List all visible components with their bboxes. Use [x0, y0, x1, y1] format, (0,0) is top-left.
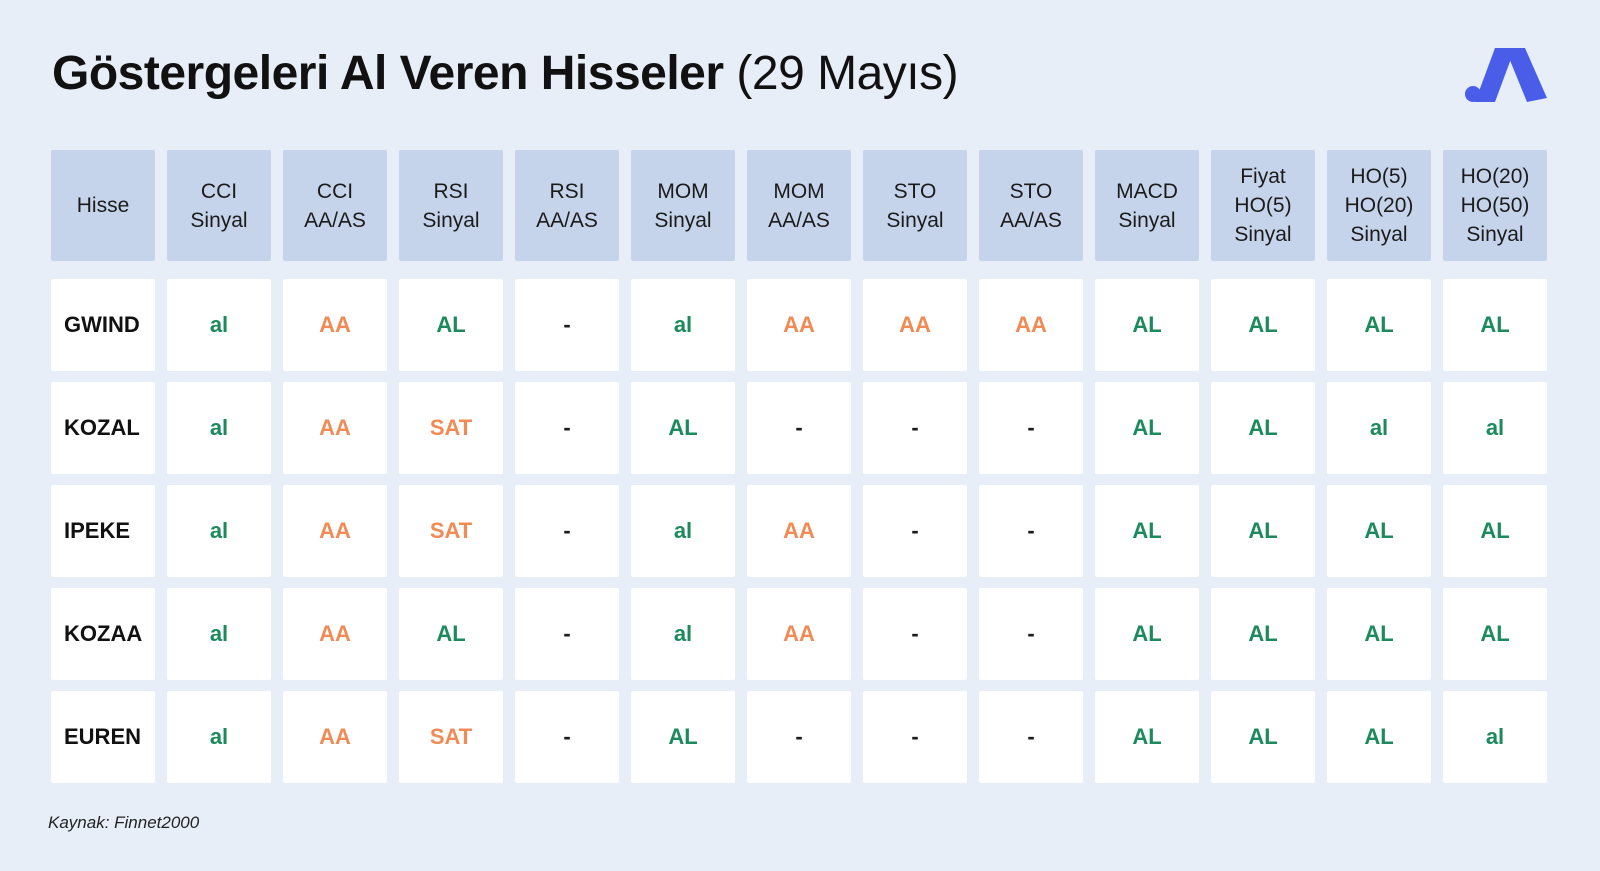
- signal-cell: AL: [1443, 485, 1547, 577]
- signal-cell: al: [167, 588, 271, 680]
- header-cell: Hisse: [51, 150, 155, 261]
- signal-cell: -: [979, 382, 1083, 474]
- signal-cell: AL: [399, 279, 503, 371]
- signal-cell: -: [515, 279, 619, 371]
- header-cell: HO(20) HO(50) Sinyal: [1443, 150, 1547, 261]
- indicator-table: Hisse CCI Sinyal CCI AA/AS RSI Sinyal RSI AA…: [51, 150, 1547, 794]
- header-cell: RSI Sinyal: [399, 150, 503, 261]
- signal-cell: -: [515, 588, 619, 680]
- signal-cell: -: [747, 691, 851, 783]
- header-cell: CCI AA/AS: [283, 150, 387, 261]
- header-cell: STO Sinyal: [863, 150, 967, 261]
- signal-cell: AL: [1327, 691, 1431, 783]
- header-cell: Fiyat HO(5) Sinyal: [1211, 150, 1315, 261]
- signal-cell: al: [631, 485, 735, 577]
- header-cell: MOM AA/AS: [747, 150, 851, 261]
- signal-cell: -: [863, 588, 967, 680]
- signal-cell: AA: [747, 485, 851, 577]
- signal-cell: AL: [1211, 485, 1315, 577]
- signal-cell: AA: [863, 279, 967, 371]
- source-note: Kaynak: Finnet2000: [48, 813, 200, 832]
- signal-cell: AL: [1211, 279, 1315, 371]
- signal-cell: AL: [1327, 279, 1431, 371]
- header-cell: HO(5) HO(20) Sinyal: [1327, 150, 1431, 261]
- signal-cell: AA: [283, 691, 387, 783]
- header-cell: MOM Sinyal: [631, 150, 735, 261]
- header-cell: STO AA/AS: [979, 150, 1083, 261]
- signal-cell: -: [747, 382, 851, 474]
- header-cell: RSI AA/AS: [515, 150, 619, 261]
- signal-cell: SAT: [399, 382, 503, 474]
- signal-cell: al: [167, 382, 271, 474]
- signal-cell: SAT: [399, 485, 503, 577]
- signal-cell: AL: [1095, 279, 1199, 371]
- signal-cell: -: [979, 588, 1083, 680]
- stock-name: KOZAA: [51, 588, 155, 680]
- signal-cell: al: [167, 485, 271, 577]
- signal-cell: AL: [1095, 382, 1199, 474]
- signal-cell: AA: [283, 588, 387, 680]
- signal-cell: AL: [631, 691, 735, 783]
- signal-cell: al: [1327, 382, 1431, 474]
- signal-cell: -: [515, 382, 619, 474]
- signal-cell: al: [1443, 382, 1547, 474]
- signal-cell: AL: [631, 382, 735, 474]
- signal-cell: AL: [399, 588, 503, 680]
- signal-cell: AL: [1095, 588, 1199, 680]
- signal-cell: AA: [283, 382, 387, 474]
- brand-logo-icon: [1465, 48, 1547, 102]
- stock-name: GWIND: [51, 279, 155, 371]
- signal-cell: al: [167, 279, 271, 371]
- stock-name: KOZAL: [51, 382, 155, 474]
- signal-cell: al: [631, 279, 735, 371]
- signal-cell: -: [515, 485, 619, 577]
- page-title: Göstergeleri Al Veren Hisseler (29 Mayıs…: [52, 44, 959, 104]
- signal-cell: AA: [747, 588, 851, 680]
- signal-cell: AL: [1211, 691, 1315, 783]
- signal-cell: AL: [1327, 485, 1431, 577]
- stock-name: EUREN: [51, 691, 155, 783]
- signal-cell: AL: [1327, 588, 1431, 680]
- signal-cell: -: [979, 691, 1083, 783]
- signal-cell: SAT: [399, 691, 503, 783]
- signal-cell: AA: [979, 279, 1083, 371]
- signal-cell: AL: [1443, 279, 1547, 371]
- signal-cell: al: [631, 588, 735, 680]
- signal-cell: AL: [1211, 588, 1315, 680]
- title-date: (29 Mayıs): [736, 47, 959, 100]
- stock-name: IPEKE: [51, 485, 155, 577]
- signal-cell: al: [167, 691, 271, 783]
- signal-cell: -: [515, 691, 619, 783]
- title-main: Göstergeleri Al Veren Hisseler: [52, 47, 724, 100]
- header-cell: MACD Sinyal: [1095, 150, 1199, 261]
- signal-cell: AL: [1095, 485, 1199, 577]
- signal-cell: AA: [283, 485, 387, 577]
- header-cell: CCI Sinyal: [167, 150, 271, 261]
- signal-cell: AL: [1211, 382, 1315, 474]
- signal-cell: al: [1443, 691, 1547, 783]
- signal-cell: -: [863, 691, 967, 783]
- signal-cell: -: [979, 485, 1083, 577]
- signal-cell: AL: [1443, 588, 1547, 680]
- signal-cell: AL: [1095, 691, 1199, 783]
- signal-cell: AA: [283, 279, 387, 371]
- signal-cell: -: [863, 485, 967, 577]
- signal-cell: AA: [747, 279, 851, 371]
- signal-cell: -: [863, 382, 967, 474]
